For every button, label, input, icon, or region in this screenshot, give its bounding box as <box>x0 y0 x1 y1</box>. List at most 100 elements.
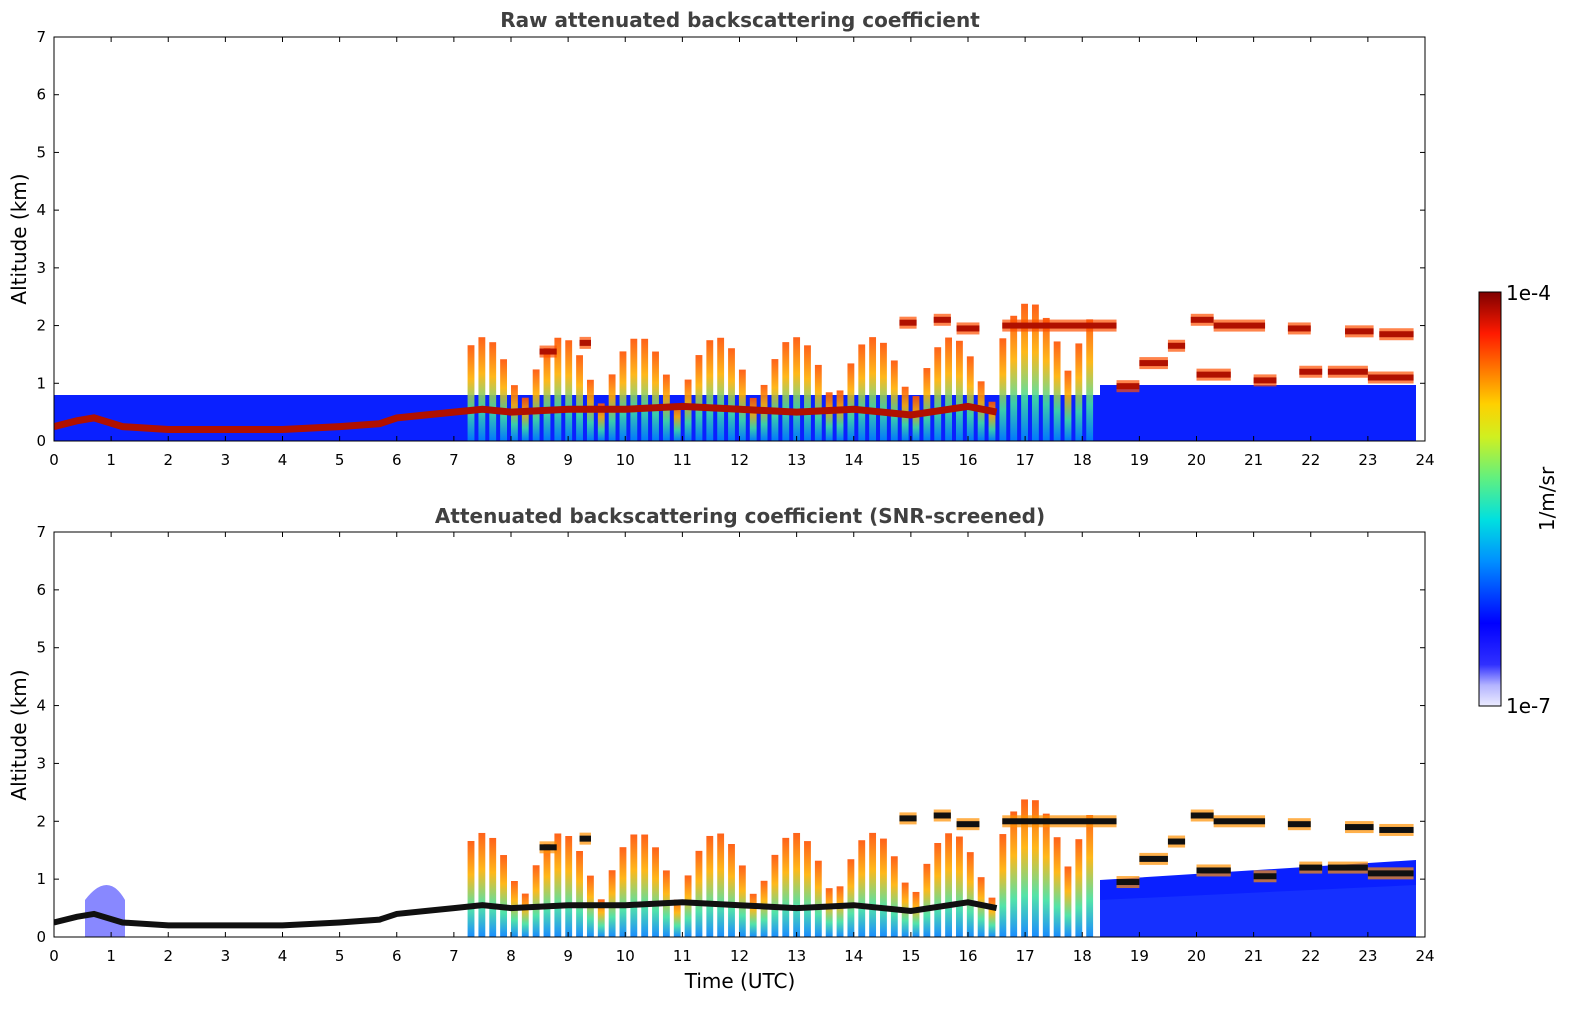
x-tick-label: 1 <box>106 947 116 965</box>
cloud-layer <box>1287 821 1311 828</box>
aerosol-plume <box>738 369 746 441</box>
colorbar-unit-label: 1/m/sr <box>1535 466 1559 531</box>
aerosol-plume <box>869 337 877 441</box>
boundary-layer-line <box>54 402 998 433</box>
x-tick-label: 0 <box>49 947 59 965</box>
aerosol-plume <box>1021 303 1028 441</box>
aerosol-plume <box>956 836 963 937</box>
x-tick-label: 2 <box>163 947 173 965</box>
y-axis-label-screened: Altitude (km) <box>7 669 31 800</box>
x-tick-label: 13 <box>787 451 806 469</box>
x-tick-label: 15 <box>901 947 920 965</box>
cloud-layer <box>1213 322 1266 329</box>
x-tick-label: 7 <box>449 451 459 469</box>
aerosol-plume <box>847 363 855 441</box>
cloud-layer <box>1253 377 1277 384</box>
aerosol-plume <box>945 337 953 441</box>
x-tick-label: 9 <box>563 451 573 469</box>
aerosol-plume <box>1053 837 1061 937</box>
aerosol-plume <box>565 340 573 441</box>
x-tick-label: 24 <box>1415 451 1434 469</box>
cloud-layer <box>1190 316 1214 323</box>
x-tick-label: 11 <box>673 947 692 965</box>
cloud-layer <box>1190 812 1214 819</box>
aerosol-plume <box>782 342 790 441</box>
chart-title-screened: Attenuated backscattering coefficient (S… <box>435 504 1045 528</box>
aerosol-plume <box>912 396 920 441</box>
aerosol-plume <box>988 401 996 441</box>
aerosol-plume <box>673 899 681 937</box>
x-tick-label: 15 <box>901 451 920 469</box>
aerosol-plume <box>814 860 822 937</box>
x-tick-label: 7 <box>449 947 459 965</box>
aerosol-plume <box>749 893 757 937</box>
aerosol-plume <box>1010 811 1018 937</box>
aerosol-plume <box>500 855 508 937</box>
aerosol-plume <box>684 875 692 937</box>
x-tick-label: 9 <box>563 947 573 965</box>
aerosol-plume <box>565 836 573 937</box>
cloud-layer <box>1196 371 1231 378</box>
y-tick-label: 1 <box>36 870 46 888</box>
x-tick-label: 0 <box>49 451 59 469</box>
aerosol-plume <box>1064 370 1072 441</box>
x-tick-label: 23 <box>1358 947 1377 965</box>
cloud-layer <box>1167 342 1186 349</box>
aerosol-plume <box>576 355 583 441</box>
aerosol-plume <box>804 345 811 441</box>
x-tick-label: 18 <box>1073 451 1092 469</box>
cloud-layer <box>956 325 980 332</box>
aerosol-plume <box>869 832 877 937</box>
aerosol-plume <box>956 340 963 441</box>
aerosol-plume <box>728 348 735 441</box>
x-axis-label: Time (UTC) <box>684 969 796 993</box>
aerosol-plume <box>532 369 540 441</box>
cloud-layer <box>1327 864 1368 871</box>
aerosol-plume <box>847 859 855 937</box>
x-tick-label: 16 <box>958 451 977 469</box>
x-tick-label: 1 <box>106 451 116 469</box>
cloud-layer <box>1139 360 1168 367</box>
x-tick-label: 20 <box>1187 947 1206 965</box>
aerosol-plume <box>966 852 974 937</box>
colorbar: 1e-4 1e-7 1/m/sr <box>1478 281 1559 718</box>
y-tick-label: 6 <box>36 581 46 599</box>
aerosol-plume <box>467 840 475 937</box>
cloud-layer <box>899 815 917 822</box>
aerosol-plume <box>695 850 703 937</box>
aerosol-plume <box>880 342 887 441</box>
cloud-layer <box>933 316 951 323</box>
y-tick-label: 1 <box>36 374 46 392</box>
aerosol-plume <box>782 837 790 937</box>
aerosol-plume <box>630 834 638 937</box>
x-tick-label: 20 <box>1187 451 1206 469</box>
aerosol-plume <box>532 865 540 937</box>
cloud-layer <box>1299 368 1323 375</box>
heatmap-raw <box>54 37 1416 441</box>
y-tick-label: 4 <box>36 201 46 219</box>
x-tick-label: 24 <box>1415 947 1434 965</box>
x-tick-label: 4 <box>278 451 288 469</box>
aerosol-plume <box>793 832 801 937</box>
aerosol-plume <box>890 360 898 441</box>
y-tick-label: 0 <box>36 928 46 946</box>
y-tick-label: 3 <box>36 754 46 772</box>
aerosol-plume <box>673 403 681 441</box>
y-tick-label: 2 <box>36 812 46 830</box>
aerosol-plume <box>804 841 811 937</box>
aerosol-plume <box>554 337 562 441</box>
y-tick-label: 0 <box>36 432 46 450</box>
x-tick-label: 14 <box>844 947 863 965</box>
boundary-layer-line-screened <box>54 899 998 929</box>
cloud-layer <box>1116 879 1140 886</box>
colorbar-max-label: 1e-4 <box>1506 281 1551 305</box>
x-tick-label: 19 <box>1130 451 1149 469</box>
colorbar-frame <box>1478 291 1502 707</box>
aerosol-plume <box>1086 815 1094 937</box>
aerosol-plume <box>825 392 833 441</box>
aerosol-plume <box>836 390 844 441</box>
x-tick-label: 11 <box>673 451 692 469</box>
aerosol-plume <box>738 865 746 937</box>
aerosol-plume <box>934 347 942 441</box>
aerosol-plume <box>706 835 714 937</box>
